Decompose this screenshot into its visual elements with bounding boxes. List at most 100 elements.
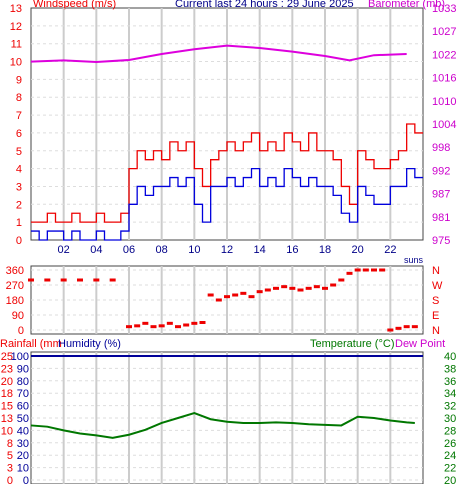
temperature-tick-label: 38: [444, 363, 456, 375]
humidity-tick-label: 30: [17, 438, 29, 450]
x-tick-label: 14: [254, 244, 266, 256]
wind-average-line: [31, 167, 423, 241]
direction-point: [379, 268, 386, 272]
barometer-line: [30, 44, 407, 64]
direction-point: [346, 271, 353, 275]
direction-point: [403, 325, 410, 329]
direction-point: [395, 326, 402, 330]
direction-point: [224, 295, 230, 299]
direction-point: [322, 286, 328, 290]
direction-point: [215, 298, 222, 302]
x-tick-label: 08: [156, 244, 168, 256]
y2-tick-label: 1033: [432, 3, 456, 15]
direction-point: [28, 278, 34, 282]
rain-tick-label: 25: [1, 351, 13, 363]
direction-point: [183, 323, 190, 327]
temperature-tick-label: 26: [444, 438, 456, 450]
direction-tick-label: 90: [12, 310, 24, 322]
rainfall-label: Rainfall (mm: [0, 338, 62, 350]
direction-point: [175, 325, 181, 329]
direction-point: [77, 278, 83, 282]
direction-tick-label: 0: [18, 325, 24, 337]
humidity-tick-label: 70: [17, 388, 29, 400]
x-tick-label: 10: [188, 244, 200, 256]
direction-point: [387, 328, 394, 332]
compass-tick-label: E: [432, 310, 439, 322]
rain-tick-label: 20: [1, 376, 13, 388]
direction-point: [330, 283, 337, 287]
dewpoint-label: Dew Point: [395, 338, 445, 350]
humidity-label: Humidity (%): [58, 338, 121, 350]
y-tick-label: 8: [16, 92, 22, 104]
temperature-tick-label: 24: [444, 450, 456, 462]
rain-tick-label: 15: [1, 401, 13, 413]
direction-point: [289, 286, 296, 290]
direction-point: [44, 278, 51, 282]
x-tick-label: 06: [123, 244, 135, 256]
direction-tick-label: 180: [6, 295, 24, 307]
y-tick-label: 12: [10, 21, 22, 33]
direction-point: [362, 268, 369, 272]
direction-tick-label: 360: [6, 265, 24, 277]
humidity-tick-label: 100: [11, 351, 29, 363]
windspeed-label: Windspeed (m/s): [33, 0, 116, 10]
direction-point: [264, 288, 271, 292]
direction-point: [354, 268, 361, 272]
direction-point: [166, 321, 173, 325]
direction-point: [199, 321, 206, 324]
rain-tick-label: 0: [7, 475, 13, 484]
compass-tick-label: W: [432, 280, 443, 292]
y-tick-label: 11: [11, 39, 22, 51]
direction-point: [313, 285, 320, 289]
y2-tick-label: 998: [432, 142, 450, 154]
y2-tick-label: 987: [432, 189, 450, 201]
rain-tick-label: 5: [7, 450, 13, 462]
temperature-tick-label: 28: [444, 425, 456, 437]
temperature-tick-label: 36: [444, 376, 456, 388]
x-tick-label: 18: [319, 244, 331, 256]
humidity-tick-label: 90: [17, 363, 29, 375]
barometer-label: Barometer (mb): [368, 0, 445, 10]
direction-point: [134, 324, 141, 328]
direction-point: [371, 268, 377, 272]
temperature-tick-label: 34: [444, 388, 456, 400]
y2-tick-label: 975: [432, 235, 450, 247]
y2-tick-label: 1004: [432, 119, 456, 131]
direction-point: [411, 325, 418, 329]
direction-point: [240, 291, 247, 295]
y2-tick-label: 1010: [432, 96, 456, 108]
direction-point: [158, 324, 165, 328]
x-tick-label: 04: [90, 244, 102, 256]
direction-point: [142, 321, 149, 325]
y-tick-label: 5: [16, 146, 22, 158]
humidity-tick-label: 50: [17, 413, 29, 425]
humidity-tick-label: 80: [17, 376, 29, 388]
y2-tick-label: 992: [432, 165, 450, 177]
x-tick-label: 12: [221, 244, 233, 256]
direction-point: [207, 293, 214, 297]
direction-point: [256, 290, 263, 294]
y-tick-label: 1: [16, 217, 22, 229]
direction-point: [109, 278, 116, 282]
y-tick-label: 6: [16, 128, 22, 140]
compass-tick-label: N: [432, 325, 440, 337]
direction-point: [93, 278, 100, 282]
y2-tick-label: 1016: [432, 73, 456, 85]
temperature-tick-label: 30: [444, 413, 456, 425]
rain-tick-label: 8: [7, 438, 13, 450]
rain-tick-label: 18: [1, 388, 13, 400]
x-tick-label: 22: [384, 244, 396, 256]
direction-point: [338, 278, 345, 282]
y-tick-label: 3: [16, 181, 22, 193]
direction-point: [273, 286, 279, 290]
direction-point: [281, 285, 288, 289]
temperature-tick-label: 40: [444, 351, 456, 363]
rain-tick-label: 10: [1, 425, 13, 437]
y-tick-label: 4: [16, 164, 22, 176]
x-tick-label: 02: [58, 244, 70, 256]
direction-point: [60, 278, 67, 282]
temperature-tick-label: 22: [444, 463, 456, 475]
humidity-tick-label: 20: [17, 450, 29, 462]
chart-title: Current last 24 hours : 29 June 2025: [175, 0, 354, 10]
y-tick-label: 9: [16, 74, 22, 86]
